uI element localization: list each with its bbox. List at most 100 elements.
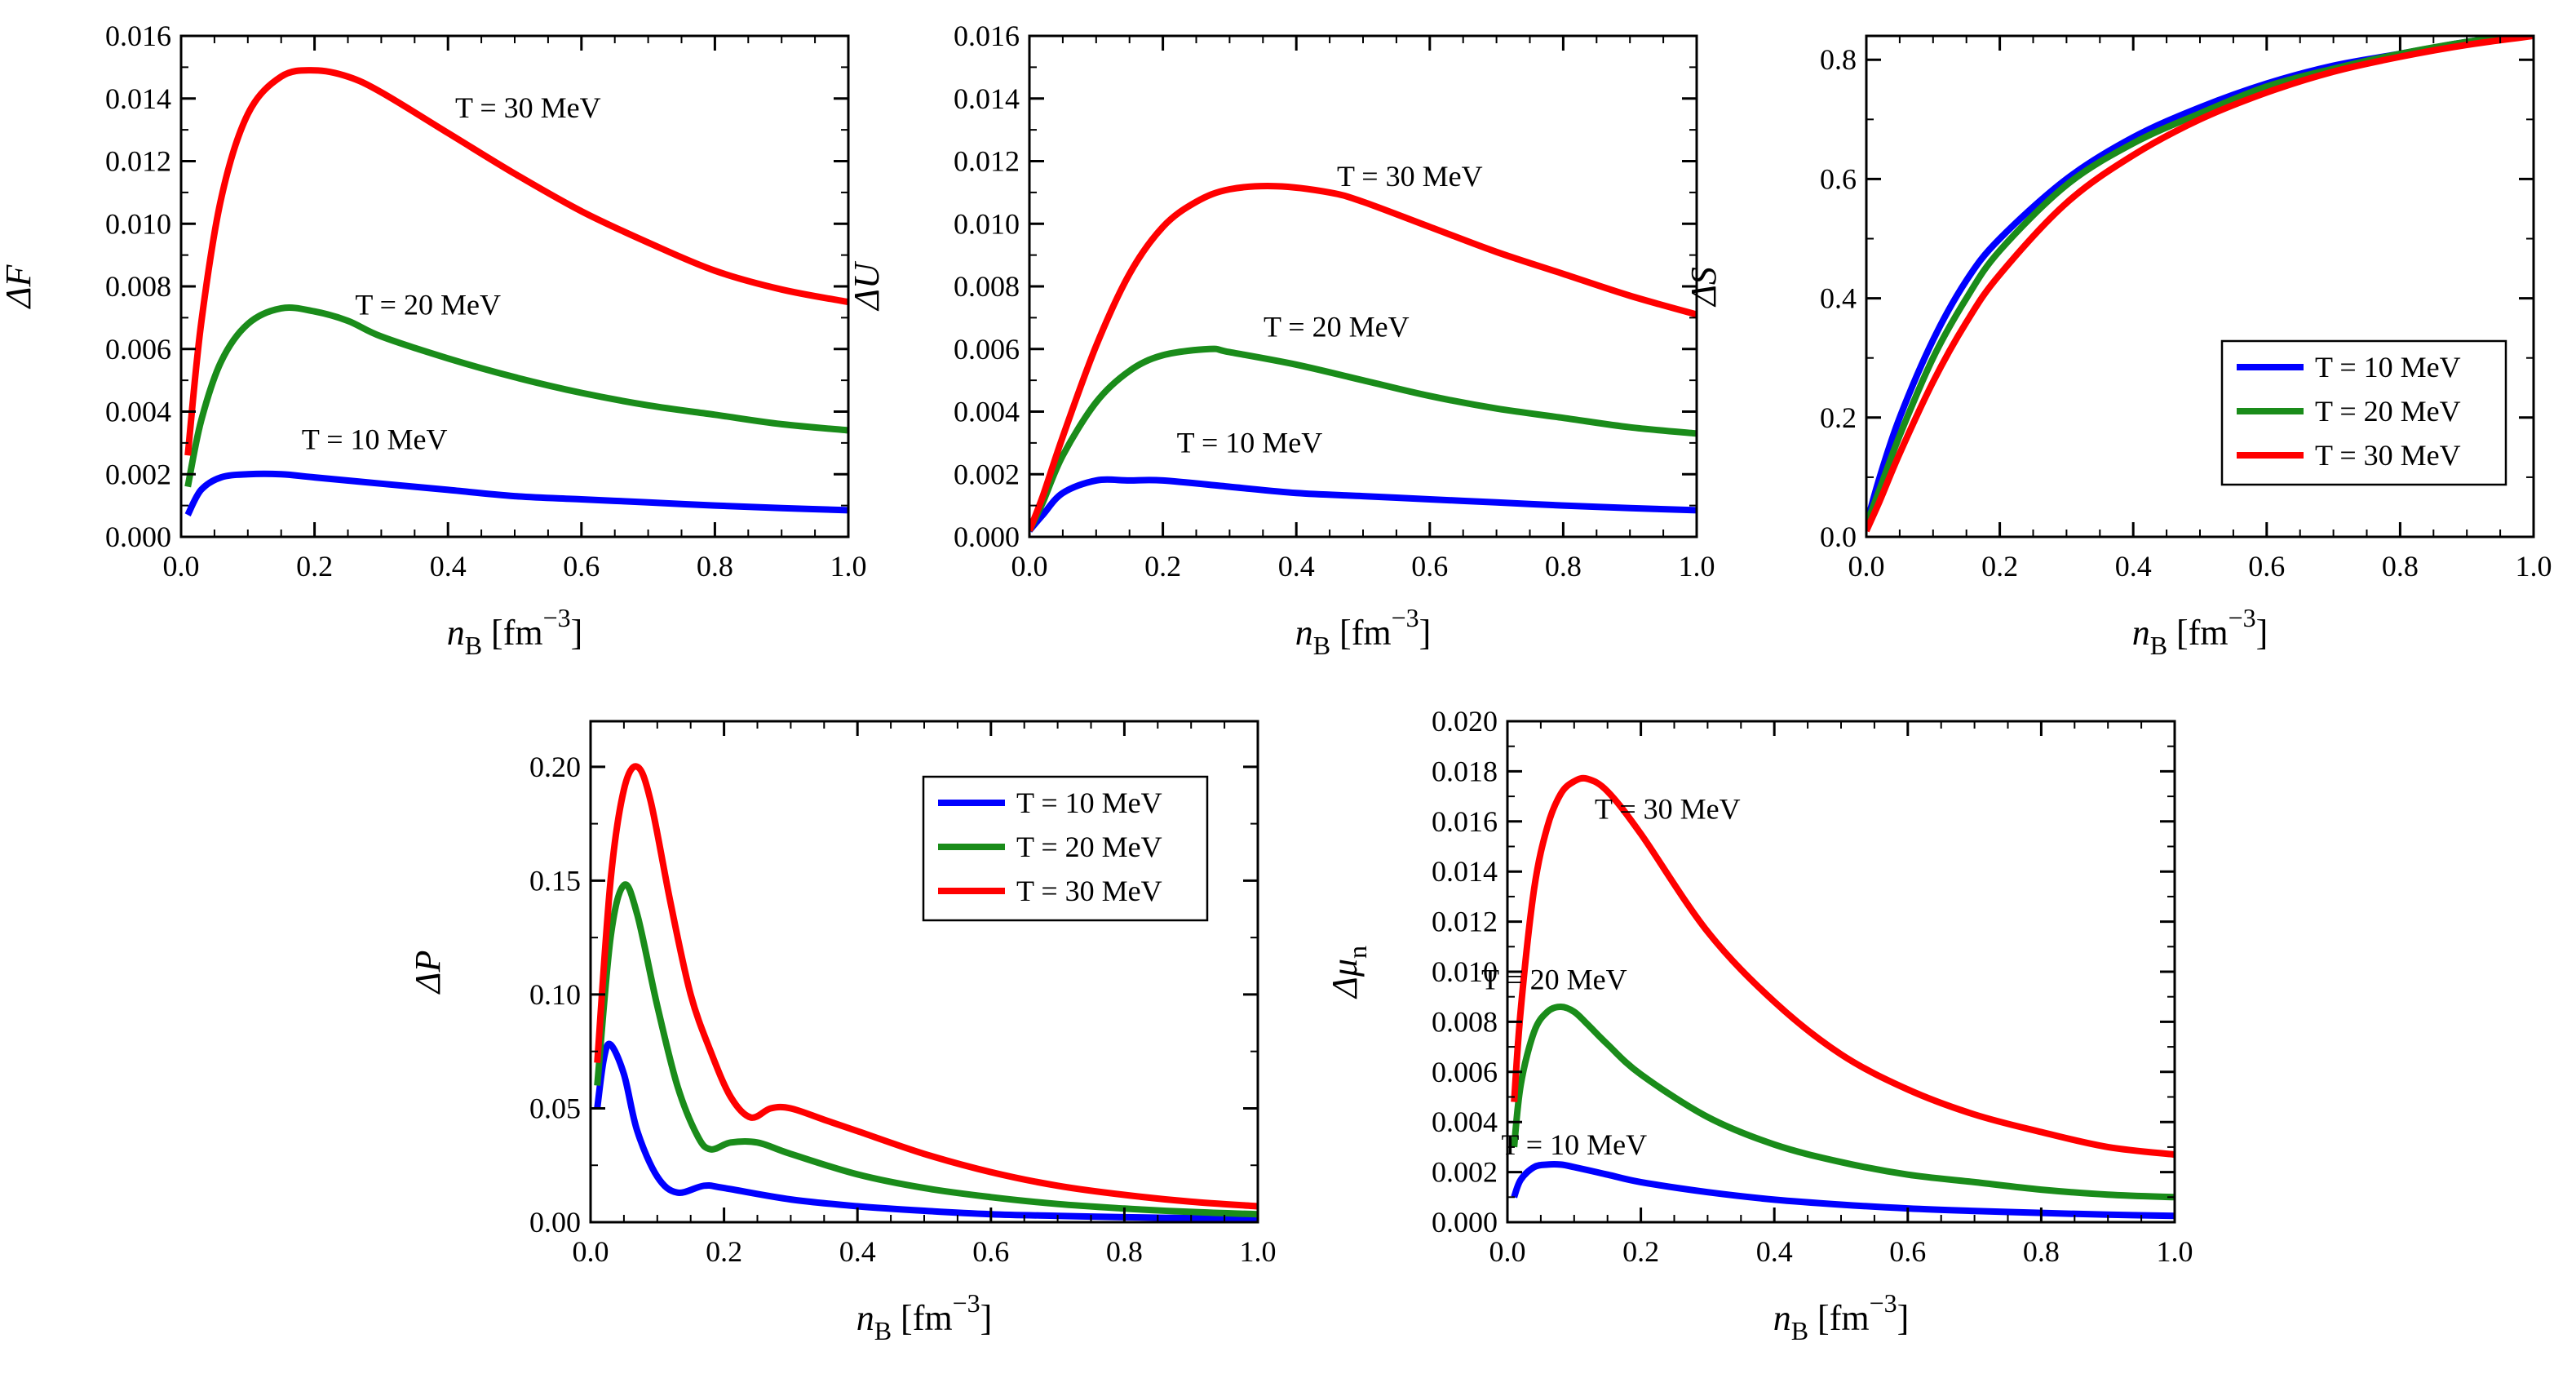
x-label-sub: B (874, 1316, 892, 1345)
y-tick-label: 0.010 (1432, 955, 1498, 988)
series-line-T30 (184, 67, 848, 456)
x-tick-label: 0.2 (706, 1235, 742, 1268)
curve-annotation: T = 20 MeV (355, 289, 501, 321)
x-tick-label: 0.8 (2382, 550, 2419, 583)
x-tick-label: 0.2 (1981, 550, 2018, 583)
x-tick-label: 0.0 (573, 1235, 609, 1268)
y-label-sub: n (1343, 946, 1372, 959)
legend: T = 10 MeV T = 20 MeV T = 30 MeV (922, 775, 1209, 922)
x-label-n: n (1295, 613, 1313, 653)
x-tick-label: 0.4 (2115, 550, 2152, 583)
x-tick-label: 0.6 (972, 1235, 1009, 1268)
x-label-sup: −3 (2229, 603, 2256, 632)
x-axis-label: nB [fm−3] (447, 603, 583, 660)
y-tick-label: 0.012 (1432, 906, 1498, 938)
y-tick-label: 0.05 (529, 1092, 581, 1124)
y-axis-label: ΔF (0, 264, 38, 310)
legend-label: T = 30 MeV (1016, 875, 1162, 907)
x-label-sub: B (1791, 1316, 1808, 1345)
x-label-close: ] (1897, 1298, 1910, 1338)
y-tick-label: 0.012 (954, 145, 1020, 178)
series-line-T10 (1029, 476, 1697, 533)
y-tick-label: 0.008 (954, 270, 1020, 303)
x-tick-label: 0.0 (1489, 1235, 1526, 1268)
x-label-unit: [fm (482, 613, 543, 653)
x-tick-label: 0.0 (163, 550, 200, 583)
y-tick-label: 0.008 (105, 270, 171, 303)
x-label-sub: B (465, 631, 482, 660)
x-label-unit: [fm (892, 1298, 953, 1338)
y-tick-label: 0.0 (1820, 521, 1857, 553)
y-tick-label: 0.006 (954, 333, 1020, 366)
x-label-n: n (2132, 613, 2150, 653)
y-tick-label: 0.000 (105, 521, 171, 553)
y-tick-label: 0.6 (1820, 162, 1857, 195)
y-tick-label: 0.008 (1432, 1005, 1498, 1038)
x-tick-label: 1.0 (1240, 1235, 1277, 1268)
legend-label: T = 10 MeV (2315, 351, 2461, 383)
legend-label: T = 20 MeV (2315, 395, 2461, 428)
x-tick-label: 0.6 (2248, 550, 2285, 583)
x-tick-label: 0.6 (1411, 550, 1448, 583)
chart-panel-dS: 0.0 0.2 0.4 0.6 0.8 1.0 0.0 0.2 0.4 0.6 0.8 nB [fm−… (1684, 34, 2552, 660)
y-label-main: Δμ (1325, 959, 1365, 999)
y-tick-label: 0.8 (1820, 43, 1857, 76)
x-tick-label: 0.4 (839, 1235, 876, 1268)
series-line-T10 (1511, 1161, 2175, 1220)
x-axis-label: nB [fm−3] (1773, 1288, 1910, 1345)
y-tick-label: 0.20 (529, 751, 581, 783)
x-axis-label: nB [fm−3] (2132, 603, 2268, 660)
x-axis-label: nB [fm−3] (1295, 603, 1432, 660)
x-tick-label: 0.2 (1144, 550, 1181, 583)
curve-annotation: T = 20 MeV (1264, 310, 1410, 343)
legend-label: T = 30 MeV (2315, 439, 2461, 472)
curve-annotation: T = 30 MeV (1595, 793, 1741, 826)
y-tick-label: 0.010 (105, 207, 171, 240)
chart-panel-dF: 0.0 0.2 0.4 0.6 0.8 1.0 0.000 0.002 0.004 0.006 0.… (0, 20, 867, 660)
y-tick-label: 0.2 (1820, 401, 1857, 434)
chart-panel-dP: 0.0 0.2 0.4 0.6 0.8 1.0 0.00 0.05 0.10 0.15 0.20 nB… (408, 720, 1277, 1345)
x-label-close: ] (571, 613, 583, 653)
x-tick-label: 0.0 (1011, 550, 1048, 583)
x-label-sup: −3 (1392, 603, 1419, 632)
x-label-n: n (1773, 1298, 1791, 1338)
chart-panel-dMu: 0.0 0.2 0.4 0.6 0.8 1.0 0.000 0.002 0.004 0.006 0.… (1325, 705, 2193, 1345)
y-tick-label: 0.002 (954, 458, 1020, 490)
x-axis-label: nB [fm−3] (856, 1288, 993, 1345)
y-tick-label: 0.15 (529, 864, 581, 897)
x-tick-label: 0.0 (1848, 550, 1885, 583)
series-line-T30 (594, 763, 1258, 1210)
x-tick-label: 1.0 (2157, 1235, 2193, 1268)
x-label-unit: [fm (2167, 613, 2229, 653)
x-tick-label: 0.6 (563, 550, 600, 583)
y-tick-label: 0.014 (105, 82, 171, 115)
x-label-sup: −3 (953, 1288, 980, 1318)
series-line-T10 (594, 1040, 1258, 1222)
chart-panel-dU: 0.0 0.2 0.4 0.6 0.8 1.0 0.000 0.002 0.004 0.006 0.… (847, 20, 1715, 660)
curve-annotation: T = 30 MeV (455, 91, 601, 124)
x-tick-label: 1.0 (2516, 550, 2552, 583)
y-axis-label: Δμn (1325, 946, 1372, 999)
y-tick-label: 0.016 (105, 20, 171, 52)
series-line-T20 (1029, 345, 1697, 533)
curve-annotation: T = 10 MeV (302, 423, 448, 456)
x-tick-label: 0.4 (430, 550, 467, 583)
y-tick-label: 0.014 (954, 82, 1020, 115)
x-label-unit: [fm (1330, 613, 1392, 653)
series-line-T30 (1029, 183, 1697, 532)
x-label-unit: [fm (1808, 1298, 1870, 1338)
x-tick-label: 1.0 (830, 550, 867, 583)
y-tick-label: 0.000 (954, 521, 1020, 553)
x-tick-label: 0.8 (1106, 1235, 1143, 1268)
y-tick-label: 0.014 (1432, 855, 1498, 888)
y-tick-label: 0.004 (1432, 1106, 1498, 1138)
x-label-close: ] (1419, 613, 1432, 653)
series-line-T10 (184, 470, 848, 516)
x-tick-label: 0.4 (1278, 550, 1315, 583)
x-tick-label: 0.6 (1889, 1235, 1926, 1268)
y-tick-label: 0.002 (1432, 1156, 1498, 1189)
y-tick-label: 0.004 (954, 396, 1020, 428)
y-tick-label: 0.020 (1432, 705, 1498, 738)
curve-annotation: T = 10 MeV (1501, 1128, 1647, 1161)
